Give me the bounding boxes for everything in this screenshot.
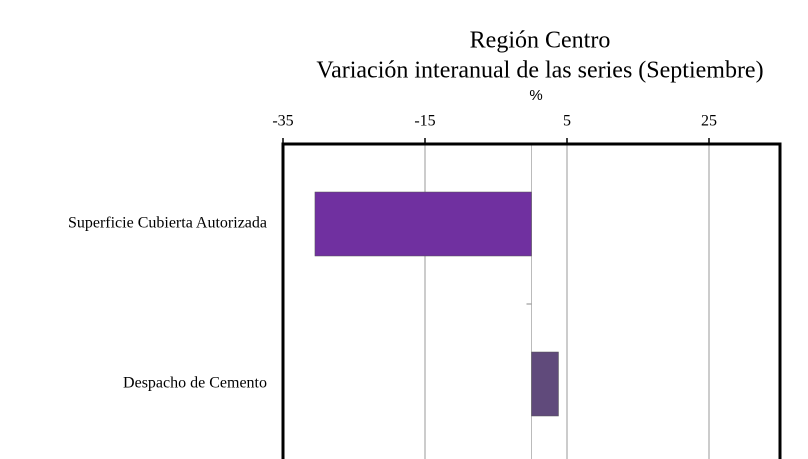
- chart-subtitle: Variación interanual de las series (Sept…: [316, 58, 763, 84]
- x-tick-label: -15: [414, 113, 435, 130]
- y-tick-label: Superficie Cubierta Autorizada: [68, 215, 267, 232]
- x-tick-label: 5: [563, 113, 571, 130]
- x-axis-label: %: [529, 87, 542, 104]
- x-tick-label: 25: [701, 113, 717, 130]
- bar: [531, 351, 559, 417]
- chart-title: Región Centro: [470, 28, 611, 54]
- plot-border: [281, 142, 782, 459]
- y-tick-label: Despacho de Cemento: [123, 375, 267, 392]
- bar: [314, 191, 532, 257]
- x-tick-label: -35: [272, 113, 293, 130]
